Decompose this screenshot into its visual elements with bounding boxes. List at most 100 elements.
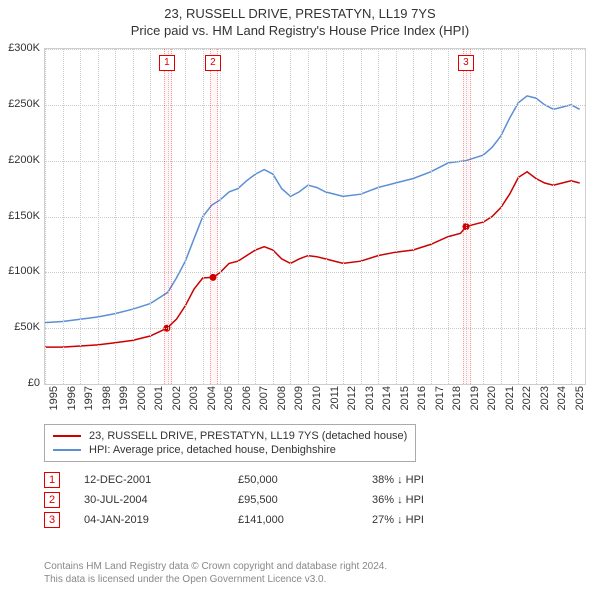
- footer-line2: This data is licensed under the Open Gov…: [44, 573, 387, 586]
- x-tick-label: 1996: [66, 386, 78, 410]
- x-tick-label: 2001: [153, 386, 165, 410]
- gridline-h: [45, 161, 585, 162]
- gridline-v: [343, 49, 344, 384]
- sale-date-2: 30-JUL-2004: [84, 494, 214, 506]
- y-tick-label: £0: [0, 377, 40, 389]
- gridline-v: [536, 49, 537, 384]
- x-tick-label: 2022: [521, 386, 533, 410]
- sale-price-2: £95,500: [238, 494, 348, 506]
- footer: Contains HM Land Registry data © Crown c…: [44, 560, 387, 586]
- x-tick-label: 2006: [241, 386, 253, 410]
- gridline-h: [45, 217, 585, 218]
- x-tick-label: 2005: [223, 386, 235, 410]
- x-tick-label: 2015: [399, 386, 411, 410]
- gridline-v: [553, 49, 554, 384]
- gridline-h: [45, 328, 585, 329]
- x-tick-label: 2010: [311, 386, 323, 410]
- x-tick-label: 1999: [118, 386, 130, 410]
- gridline-h: [45, 384, 585, 385]
- x-tick-label: 2016: [416, 386, 428, 410]
- x-tick-label: 2014: [381, 386, 393, 410]
- x-tick-label: 2002: [171, 386, 183, 410]
- y-tick-label: £200K: [0, 154, 40, 166]
- gridline-v: [308, 49, 309, 384]
- y-tick-label: £150K: [0, 210, 40, 222]
- gridline-v: [220, 49, 221, 384]
- legend-row-property: 23, RUSSELL DRIVE, PRESTATYN, LL19 7YS (…: [53, 429, 407, 443]
- x-tick-label: 2025: [574, 386, 586, 410]
- x-tick-label: 2024: [556, 386, 568, 410]
- x-tick-label: 2021: [504, 386, 516, 410]
- x-tick-label: 1995: [48, 386, 60, 410]
- gridline-v: [431, 49, 432, 384]
- x-tick-label: 2023: [539, 386, 551, 410]
- sale-price-3: £141,000: [238, 514, 348, 526]
- gridline-v: [150, 49, 151, 384]
- y-tick-label: £250K: [0, 98, 40, 110]
- y-tick-label: £300K: [0, 42, 40, 54]
- gridline-v: [378, 49, 379, 384]
- sale-diff-1: 38% ↓ HPI: [372, 474, 482, 486]
- x-tick-label: 2009: [293, 386, 305, 410]
- y-tick-label: £50K: [0, 321, 40, 333]
- sale-date-1: 12-DEC-2001: [84, 474, 214, 486]
- x-tick-label: 2003: [188, 386, 200, 410]
- legend-label-hpi: HPI: Average price, detached house, Denb…: [89, 444, 336, 456]
- footer-line1: Contains HM Land Registry data © Crown c…: [44, 560, 387, 573]
- chart-title-line2: Price paid vs. HM Land Registry's House …: [0, 21, 600, 38]
- gridline-v: [396, 49, 397, 384]
- gridline-v: [185, 49, 186, 384]
- gridline-v: [255, 49, 256, 384]
- sale-badge-marker: 1: [159, 55, 175, 71]
- gridline-v: [273, 49, 274, 384]
- x-tick-label: 2017: [434, 386, 446, 410]
- x-tick-label: 2007: [258, 386, 270, 410]
- x-tick-label: 2019: [469, 386, 481, 410]
- x-tick-label: 2000: [136, 386, 148, 410]
- sale-badge-1: 1: [44, 472, 60, 488]
- gridline-v: [361, 49, 362, 384]
- x-tick-label: 1998: [101, 386, 113, 410]
- x-tick-label: 2018: [451, 386, 463, 410]
- gridline-v: [413, 49, 414, 384]
- sale-band: [210, 49, 218, 384]
- series-line-property: [45, 172, 580, 347]
- chart-container: 23, RUSSELL DRIVE, PRESTATYN, LL19 7YS P…: [0, 0, 600, 590]
- gridline-v: [326, 49, 327, 384]
- legend-label-property: 23, RUSSELL DRIVE, PRESTATYN, LL19 7YS (…: [89, 430, 407, 442]
- y-tick-label: £100K: [0, 265, 40, 277]
- plot-area: 1 2 3: [44, 48, 586, 385]
- x-tick-label: 2011: [329, 386, 341, 410]
- sale-diff-2: 36% ↓ HPI: [372, 494, 482, 506]
- gridline-v: [45, 49, 46, 384]
- sale-badge-3: 3: [44, 512, 60, 528]
- x-tick-label: 2004: [206, 386, 218, 410]
- sale-badge-marker: 3: [458, 55, 474, 71]
- gridline-v: [203, 49, 204, 384]
- x-tick-label: 2020: [486, 386, 498, 410]
- sale-badge-2: 2: [44, 492, 60, 508]
- gridline-v: [63, 49, 64, 384]
- gridline-v: [238, 49, 239, 384]
- sale-band: [164, 49, 172, 384]
- gridline-v: [290, 49, 291, 384]
- x-tick-label: 2013: [364, 386, 376, 410]
- legend-row-hpi: HPI: Average price, detached house, Denb…: [53, 443, 407, 457]
- x-tick-label: 1997: [83, 386, 95, 410]
- legend-swatch-property: [53, 435, 81, 437]
- x-tick-label: 2008: [276, 386, 288, 410]
- chart-title-line1: 23, RUSSELL DRIVE, PRESTATYN, LL19 7YS: [0, 0, 600, 21]
- sale-badge-marker: 2: [205, 55, 221, 71]
- gridline-v: [518, 49, 519, 384]
- gridline-v: [501, 49, 502, 384]
- gridline-v: [115, 49, 116, 384]
- legend-swatch-hpi: [53, 449, 81, 451]
- x-tick-label: 2012: [346, 386, 358, 410]
- gridline-h: [45, 105, 585, 106]
- gridline-v: [98, 49, 99, 384]
- gridline-h: [45, 49, 585, 50]
- sale-price-1: £50,000: [238, 474, 348, 486]
- sale-band: [463, 49, 471, 384]
- sales-row: 3 04-JAN-2019 £141,000 27% ↓ HPI: [44, 510, 584, 530]
- gridline-v: [483, 49, 484, 384]
